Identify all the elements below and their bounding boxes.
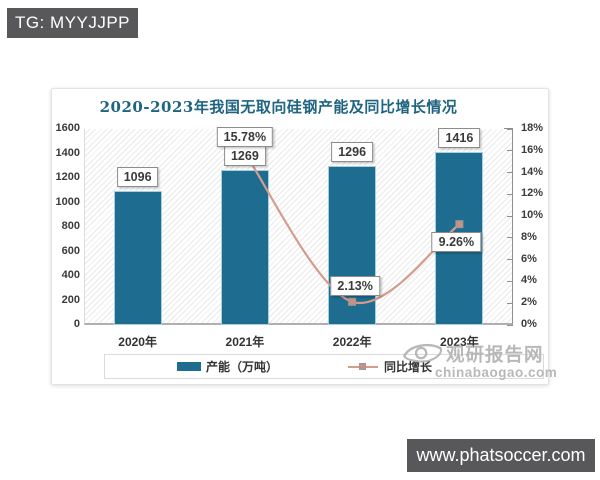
y2-axis-tick: 8%	[521, 230, 537, 243]
bar-value-label: 1296	[331, 142, 374, 163]
y2-axis-tickmark	[507, 237, 513, 239]
legend-item-capacity: 产能（万吨）	[177, 358, 278, 375]
y2-axis-tick: 16%	[521, 143, 544, 156]
tg-watermark-badge: TG: MYYJJPP	[7, 8, 138, 38]
watermark-domain: chinabaogao.com	[435, 365, 558, 380]
x-axis-label: 2021年	[225, 335, 265, 349]
legend: 产能（万吨） 同比增长	[104, 354, 544, 379]
watermark-brand: 观研报告网	[446, 344, 544, 365]
y2-axis-tickmark	[507, 259, 513, 261]
y2-axis-tickmark	[507, 128, 513, 130]
y2-axis-tick: 14%	[521, 165, 544, 178]
x-axis-label: 2022年	[332, 335, 372, 349]
y2-axis-tickmark	[507, 215, 513, 217]
bar-2020年	[113, 190, 162, 325]
line-marker-icon	[348, 297, 357, 306]
line-value-label: 15.78%	[216, 127, 274, 148]
y-axis-tick: 200	[61, 293, 80, 306]
watermark: 观研报告网 chinabaogao.com	[402, 340, 557, 380]
x-axis-label: 2020年	[118, 335, 157, 349]
line-value-label: 2.13%	[330, 275, 380, 296]
y2-axis-tickmark	[507, 324, 513, 326]
legend-label-growth: 同比增长	[384, 360, 433, 374]
y2-axis-tick: 18%	[521, 122, 544, 134]
y2-axis-tickmark	[507, 280, 513, 282]
y-axis-tick: 1000	[55, 195, 80, 208]
site-watermark-badge: www.phatsoccer.com	[407, 439, 595, 472]
bar-value-label: 1269	[223, 145, 266, 166]
bar-2021年	[220, 169, 269, 325]
y2-axis-tick: 10%	[521, 209, 544, 222]
y2-axis-tick: 0%	[521, 318, 537, 330]
y2-axis-tick: 2%	[521, 296, 537, 309]
chart-title: 2020-2023年我国无取向硅钢产能及同比增长情况	[99, 98, 458, 116]
eye-logo-icon	[403, 343, 442, 363]
bar-value-label: 1416	[438, 127, 481, 148]
bar-series-swatch	[177, 362, 201, 371]
y2-axis-tickmark	[507, 302, 513, 304]
line-series-swatch	[348, 362, 379, 370]
y2-axis-tick: 6%	[521, 252, 537, 265]
y-axis-tick: 1600	[55, 122, 80, 134]
y-axis-tick: 600	[61, 244, 80, 257]
y-axis-tick: 1400	[55, 146, 80, 159]
line-value-label: 9.26%	[431, 232, 482, 253]
y-axis-tick: 0	[73, 318, 80, 330]
line-marker-icon	[455, 220, 464, 229]
y-axis-tick: 1200	[55, 171, 80, 183]
y2-axis-tickmark	[507, 172, 513, 174]
legend-label-capacity: 产能（万吨）	[206, 360, 279, 374]
y2-axis-tick: 12%	[521, 187, 544, 200]
y-axis-tick: 400	[61, 269, 80, 281]
line-marker-swatch-icon	[359, 362, 367, 370]
bar-value-label: 1096	[116, 166, 159, 187]
y-axis-tick: 800	[61, 220, 80, 232]
y2-axis-tick: 4%	[521, 274, 537, 287]
legend-item-growth: 同比增长	[348, 358, 432, 375]
x-axis-label: 2023年	[440, 335, 479, 349]
y2-axis-tickmark	[507, 150, 513, 152]
y2-axis-tickmark	[507, 193, 513, 195]
growth-line-chart	[240, 149, 464, 306]
